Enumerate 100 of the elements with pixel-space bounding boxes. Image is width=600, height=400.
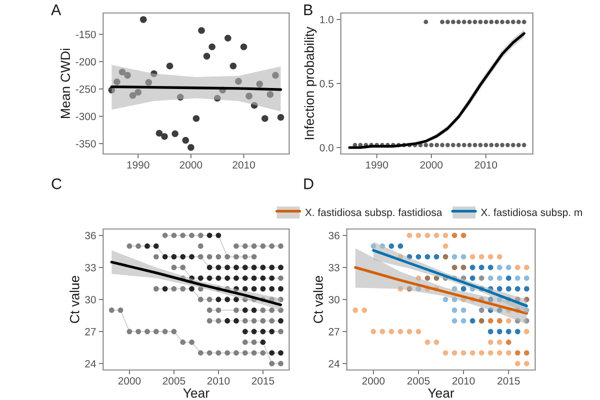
point — [203, 52, 210, 60]
point — [224, 275, 230, 281]
y-axis-title: Mean CWDi — [60, 48, 70, 118]
point — [478, 275, 484, 281]
point — [524, 286, 530, 292]
y-tick-label: -250 — [76, 85, 96, 93]
point — [150, 70, 158, 78]
point — [153, 243, 159, 249]
point — [380, 328, 386, 334]
point — [406, 328, 412, 334]
point — [352, 307, 358, 313]
x-tick-label: 2010 — [232, 161, 255, 169]
point — [460, 286, 466, 292]
y-tick-label: -300 — [76, 112, 96, 120]
point — [251, 275, 257, 281]
y-tick-label: 33 — [85, 264, 96, 272]
point — [192, 115, 200, 122]
point — [161, 133, 168, 140]
point — [478, 307, 484, 313]
point — [488, 275, 494, 281]
point — [406, 254, 412, 260]
point — [234, 264, 239, 270]
y-axis-title: Infection probability — [304, 26, 317, 140]
point — [240, 43, 248, 50]
point — [242, 264, 248, 270]
point — [488, 264, 494, 270]
x-tick-label: 1990 — [366, 161, 388, 169]
point — [434, 340, 440, 345]
point — [206, 264, 212, 270]
point — [488, 350, 494, 356]
point — [234, 275, 239, 281]
legend-label: X. fastidiosa subsp. m — [480, 208, 582, 218]
point — [234, 286, 239, 292]
point — [496, 307, 502, 313]
point — [370, 243, 376, 249]
x-tick-label: 2010 — [452, 377, 475, 385]
point — [434, 232, 440, 238]
point — [261, 115, 268, 122]
point — [208, 43, 216, 50]
point — [118, 68, 126, 76]
point — [524, 350, 530, 356]
point — [416, 328, 422, 334]
text: C — [52, 178, 62, 190]
point — [230, 62, 237, 70]
point — [514, 286, 520, 292]
y-tick-label: -150 — [76, 30, 96, 38]
point — [182, 136, 190, 144]
point — [224, 34, 232, 42]
line-series — [110, 260, 282, 306]
point — [172, 130, 178, 138]
point — [246, 92, 252, 100]
point — [189, 254, 194, 260]
point — [460, 264, 466, 270]
x-tick-label: 2000 — [118, 377, 141, 385]
point — [514, 350, 520, 356]
point — [398, 328, 404, 334]
point — [269, 264, 275, 270]
point — [434, 254, 440, 260]
point — [162, 254, 168, 260]
point — [162, 286, 168, 292]
point — [442, 350, 448, 356]
point — [488, 328, 494, 334]
point — [140, 16, 147, 23]
point — [216, 275, 222, 281]
point — [442, 296, 448, 302]
point — [488, 307, 494, 313]
point — [496, 340, 502, 345]
point — [488, 296, 494, 302]
point — [234, 318, 239, 324]
point — [452, 286, 458, 292]
point — [242, 286, 248, 292]
point — [416, 275, 422, 281]
point — [506, 318, 512, 324]
point — [406, 286, 412, 292]
point — [214, 94, 221, 102]
point — [134, 88, 142, 96]
x-axis-title: Year — [428, 388, 454, 398]
point — [514, 360, 520, 366]
y-tick-label: 27 — [328, 328, 340, 336]
line-series — [354, 266, 528, 315]
point — [189, 286, 194, 292]
point — [269, 286, 275, 292]
point — [496, 275, 502, 281]
point — [124, 72, 131, 79]
point — [416, 254, 422, 260]
y-tick-label: 0.0 — [320, 144, 334, 152]
text: D — [304, 178, 314, 190]
point — [460, 307, 466, 313]
point — [452, 296, 458, 302]
point — [256, 80, 264, 88]
point — [460, 350, 466, 356]
x-tick-label: 1990 — [127, 161, 150, 169]
y-tick-label: 24 — [328, 360, 340, 368]
point — [260, 340, 266, 345]
point — [460, 275, 466, 281]
point — [496, 296, 502, 302]
point — [189, 275, 194, 281]
point — [506, 275, 512, 281]
x-tick-label: 2005 — [162, 377, 186, 385]
point — [488, 340, 494, 345]
